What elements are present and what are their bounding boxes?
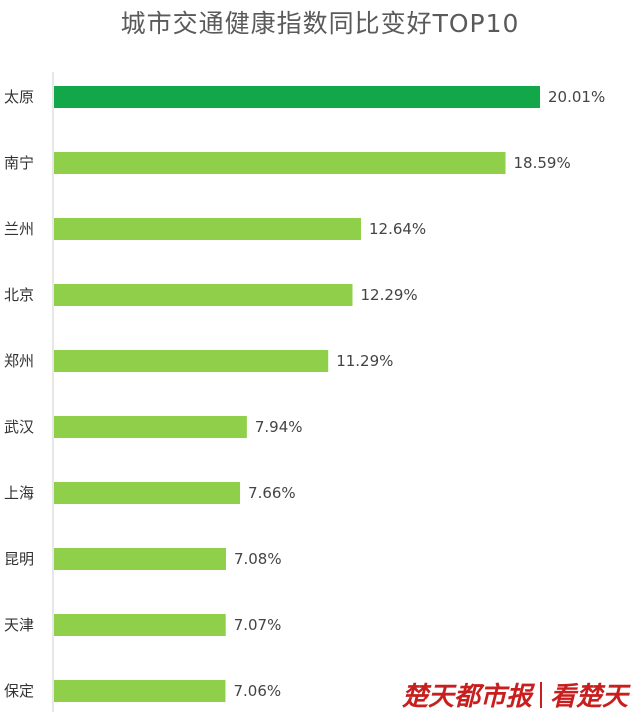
bar <box>54 548 226 570</box>
category-label: 郑州 <box>4 352 34 370</box>
value-label: 18.59% <box>514 154 571 172</box>
bar <box>54 218 361 240</box>
category-label: 北京 <box>4 286 34 304</box>
category-label: 天津 <box>4 616 34 634</box>
bar <box>54 350 329 372</box>
watermark-logo: 楚天都市报 看楚天 <box>402 676 628 713</box>
category-label: 南宁 <box>4 154 34 172</box>
value-label: 20.01% <box>548 88 605 106</box>
value-label: 12.64% <box>369 220 426 238</box>
value-label: 7.08% <box>234 550 282 568</box>
bar <box>54 152 506 174</box>
bar <box>54 416 247 438</box>
watermark-left: 楚天都市报 <box>401 682 532 712</box>
bar <box>54 284 353 306</box>
bar <box>54 86 540 108</box>
value-label: 11.29% <box>336 352 393 370</box>
value-label: 12.29% <box>360 286 417 304</box>
category-label: 昆明 <box>4 550 34 568</box>
category-label: 太原 <box>4 88 34 106</box>
category-label: 兰州 <box>4 220 34 238</box>
bar <box>54 614 226 636</box>
category-label: 武汉 <box>4 418 34 436</box>
value-label: 7.06% <box>233 682 281 700</box>
chart-title: 城市交通健康指数同比变好TOP10 <box>120 9 520 38</box>
watermark-separator <box>539 682 542 708</box>
watermark-right: 看楚天 <box>549 682 628 712</box>
value-label: 7.07% <box>234 616 282 634</box>
category-label: 上海 <box>4 484 34 502</box>
value-label: 7.94% <box>255 418 303 436</box>
category-label: 保定 <box>4 682 34 700</box>
bar <box>54 482 241 504</box>
bar <box>54 680 226 702</box>
value-label: 7.66% <box>248 484 296 502</box>
